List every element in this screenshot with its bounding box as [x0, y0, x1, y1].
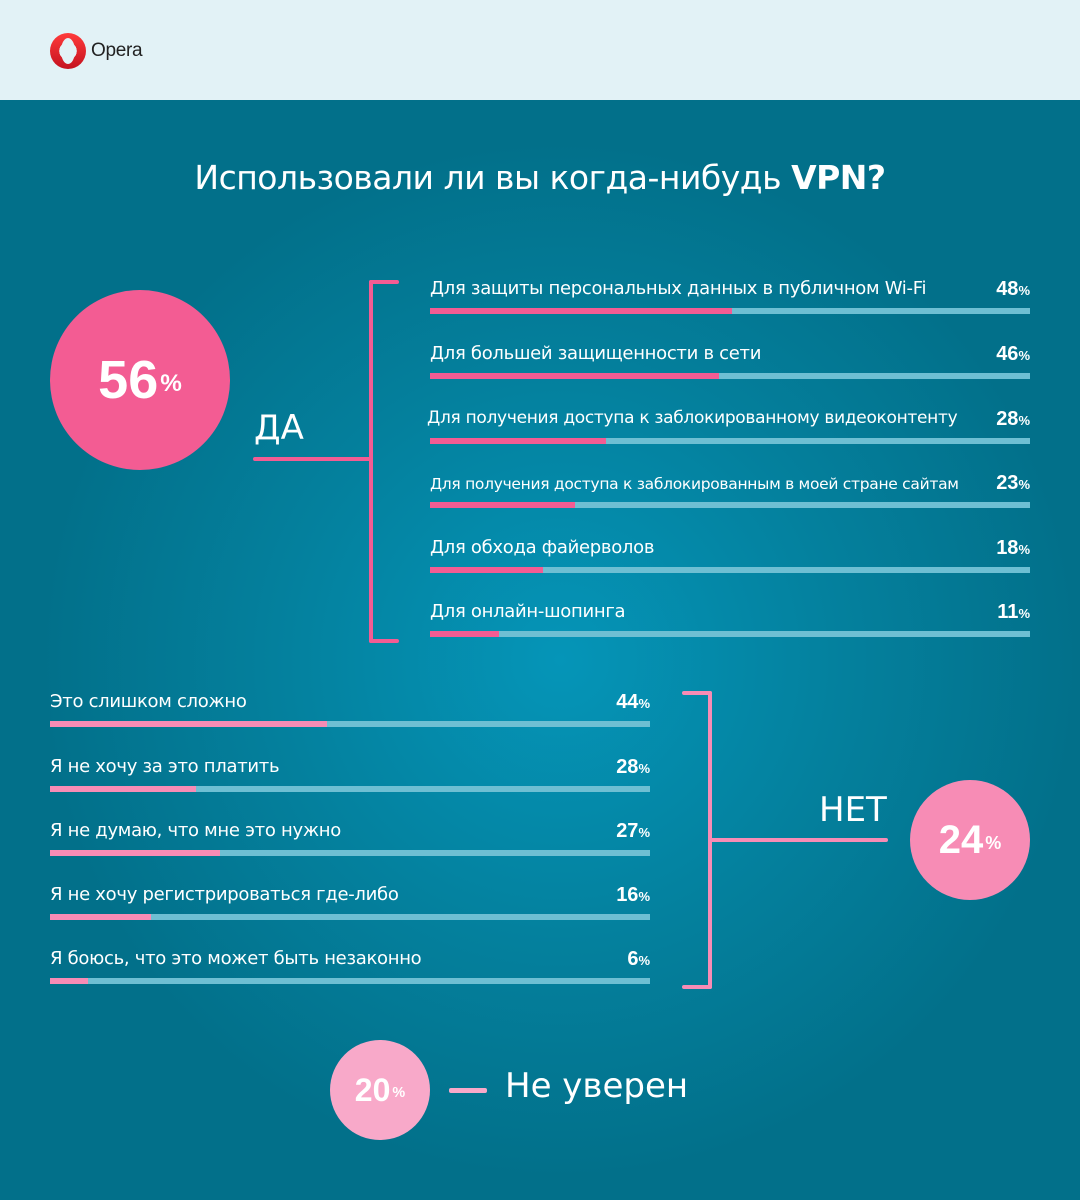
no-bracket-top [682, 691, 712, 695]
yes-row: Для большей защищенности в сети 46% [430, 343, 1030, 393]
row-value: 16% [616, 884, 650, 906]
infographic: Использовали ли вы когда-нибудь VPN? 56%… [0, 100, 1080, 1200]
bar-track [50, 914, 650, 920]
yes-bracket-vertical [369, 280, 373, 643]
bar-track [430, 438, 1030, 444]
yes-percent-circle: 56% [50, 290, 230, 470]
row-label: Для обхода файерволов [430, 537, 655, 558]
no-row: Я не хочу регистрироваться где-либо 16% [50, 884, 650, 934]
bar-fill [430, 308, 732, 314]
no-percent-circle: 24% [910, 780, 1030, 900]
unsure-percent-circle: 20% [330, 1040, 430, 1140]
bar-fill [430, 567, 544, 573]
row-label: Я боюсь, что это может быть незаконно [50, 948, 422, 969]
row-value: 28% [996, 408, 1030, 430]
row-value: 23% [996, 472, 1030, 494]
brand-name: Opera [91, 40, 143, 61]
bar-fill [430, 438, 606, 444]
row-value: 6% [627, 948, 650, 970]
no-row: Это слишком сложно 44% [50, 691, 650, 741]
row-label: Я не думаю, что мне это нужно [50, 820, 341, 841]
bar-track [430, 502, 1030, 508]
bar-fill [430, 502, 575, 508]
no-connector-line [708, 838, 888, 842]
row-value: 28% [616, 756, 650, 778]
no-row: Я не думаю, что мне это нужно 27% [50, 820, 650, 870]
yes-bracket-bottom [369, 639, 399, 643]
no-label: НЕТ [819, 790, 887, 830]
no-row: Я не хочу за это платить 28% [50, 756, 650, 806]
bar-track [430, 308, 1030, 314]
bar-fill [430, 631, 499, 637]
brand-logo: Opera [50, 33, 143, 69]
bar-fill [50, 850, 220, 856]
yes-row: Для онлайн-шопинга 11% [430, 601, 1030, 651]
row-value: 44% [616, 691, 650, 713]
unsure-label: Не уверен [505, 1066, 689, 1106]
yes-row: Для получения доступа к заблокированному… [427, 408, 1030, 458]
unsure-value: 20 [354, 1071, 391, 1108]
percent-sign: % [392, 1084, 406, 1101]
row-value: 11% [997, 601, 1030, 623]
yes-value: 56 [98, 350, 159, 410]
yes-bracket-top [369, 280, 399, 284]
unsure-dash [449, 1088, 487, 1093]
bar-track [50, 786, 650, 792]
percent-sign: % [985, 832, 1002, 853]
bar-track [430, 567, 1030, 573]
yes-row: Для получения доступа к заблокированным … [430, 472, 1030, 522]
row-value: 48% [996, 278, 1030, 300]
yes-row: Для защиты персональных данных в публичн… [430, 278, 1030, 328]
no-value: 24 [938, 817, 984, 862]
row-label: Я не хочу за это платить [50, 756, 280, 777]
bar-track [50, 978, 650, 984]
yes-label: ДА [254, 408, 304, 448]
row-value: 27% [616, 820, 650, 842]
bar-track [430, 631, 1030, 637]
bar-fill [50, 914, 151, 920]
opera-logo-icon [50, 33, 86, 69]
percent-sign: % [160, 370, 182, 398]
row-value: 46% [996, 343, 1030, 365]
bar-track [50, 850, 650, 856]
bar-fill [430, 373, 720, 379]
page-title: Использовали ли вы когда-нибудь VPN? [0, 158, 1080, 197]
bar-track [50, 721, 650, 727]
bar-fill [50, 978, 88, 984]
title-text: Использовали ли вы когда-нибудь [194, 158, 792, 197]
row-label: Для получения доступа к заблокированным … [430, 475, 959, 493]
title-highlight: VPN? [791, 158, 886, 197]
row-label: Я не хочу регистрироваться где-либо [50, 884, 399, 905]
row-value: 18% [996, 537, 1030, 559]
row-label: Для большей защищенности в сети [430, 343, 762, 364]
yes-row: Для обхода файерволов 18% [430, 537, 1030, 587]
header-bar: Opera [0, 0, 1080, 100]
yes-connector-line [253, 457, 371, 461]
bar-fill [50, 721, 327, 727]
row-label: Это слишком сложно [50, 691, 247, 712]
no-bracket-bottom [682, 985, 712, 989]
row-label: Для получения доступа к заблокированному… [427, 408, 958, 428]
row-label: Для онлайн-шопинга [430, 601, 626, 622]
bar-fill [50, 786, 196, 792]
row-label: Для защиты персональных данных в публичн… [430, 278, 927, 299]
bar-track [430, 373, 1030, 379]
no-row: Я боюсь, что это может быть незаконно 6% [50, 948, 650, 998]
